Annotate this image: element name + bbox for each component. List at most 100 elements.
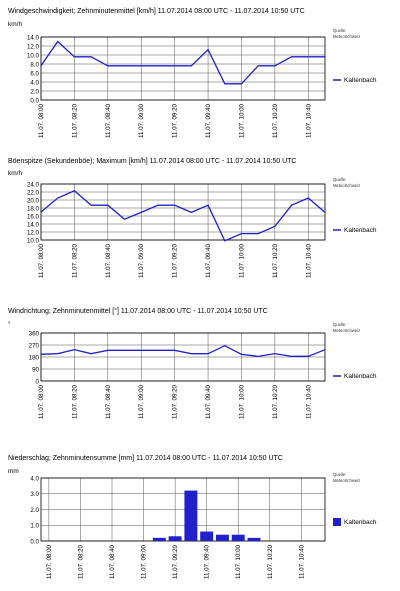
y-tick-label: 1.0: [30, 523, 39, 530]
y-tick-label: 3.0: [30, 491, 39, 498]
x-tick-label: 11.07. 08:20: [71, 384, 78, 419]
y-axis-unit: km/h: [8, 170, 22, 177]
y-tick-label: 0: [36, 378, 40, 385]
chart-title: Windgeschwindigkeit; Zehnminutenmittel […: [8, 8, 305, 15]
x-tick-label: 11.07. 10:00: [238, 384, 245, 419]
y-axis-unit: km/h: [8, 21, 22, 28]
chart-1: Windgeschwindigkeit; Zehnminutenmittel […: [8, 8, 377, 138]
x-tick-label: 11.07. 09:20: [172, 544, 179, 579]
source-label: Quelle:: [333, 472, 346, 477]
y-tick-label: 4.0: [30, 475, 39, 482]
x-tick-label: 11.07. 09:00: [138, 384, 145, 419]
chart-3: Windrichtung; Zehnminutenmittel [°] 11.0…: [8, 307, 377, 419]
chart-4: Niederschlag; Zehnminutensumme [mm] 11.0…: [8, 455, 377, 579]
y-tick-label: 360: [29, 330, 40, 337]
x-tick-label: 11.07. 09:00: [138, 103, 145, 138]
x-tick-label: 11.07. 09:00: [141, 544, 148, 579]
y-tick-label: 90: [32, 366, 39, 373]
x-tick-label: 11.07. 09:20: [172, 103, 179, 138]
x-tick-label: 11.07. 10:40: [305, 384, 312, 419]
legend-label: Kaltenbach: [344, 77, 377, 84]
x-tick-label: 11.07. 09:40: [205, 384, 212, 419]
chart-2: Böenspitze (Sekundenböe); Maximum [km/h]…: [8, 158, 377, 278]
bar: [184, 490, 198, 541]
y-tick-label: 18.0: [27, 205, 40, 212]
x-tick-label: 11.07. 08:40: [105, 384, 112, 419]
x-tick-label: 11.07. 10:00: [238, 103, 245, 138]
y-tick-label: 8.0: [30, 61, 39, 68]
y-axis-unit: mm: [8, 468, 19, 475]
x-tick-label: 11.07. 10:40: [305, 103, 312, 138]
x-tick-label: 11.07. 09:20: [172, 243, 179, 278]
x-tick-label: 11.07. 10:20: [272, 384, 279, 419]
source-label: MeteoSchweiz: [333, 478, 360, 483]
y-tick-label: 2.0: [30, 88, 39, 95]
y-tick-label: 22.0: [27, 189, 40, 196]
bar: [152, 537, 166, 541]
x-tick-label: 11.07. 10:40: [305, 243, 312, 278]
y-tick-label: 270: [29, 342, 40, 349]
x-tick-label: 11.07. 10:20: [272, 103, 279, 138]
series-line: [40, 190, 326, 242]
x-tick-label: 11.07. 08:00: [38, 103, 45, 138]
source-label: Quelle:: [333, 28, 346, 33]
x-tick-label: 11.07. 08:40: [105, 243, 112, 278]
legend-label: Kaltenbach: [344, 519, 377, 526]
y-tick-label: 12.0: [27, 43, 40, 50]
x-tick-label: 11.07. 10:40: [298, 544, 305, 579]
x-tick-label: 11.07. 08:20: [71, 103, 78, 138]
y-tick-label: 0.0: [30, 97, 39, 104]
x-tick-label: 11.07. 10:00: [238, 243, 245, 278]
y-tick-label: 10.0: [27, 52, 40, 59]
plot-frame: [40, 477, 326, 542]
x-tick-label: 11.07. 08:20: [71, 243, 78, 278]
x-tick-label: 11.07. 08:00: [38, 384, 45, 419]
legend-swatch: [333, 518, 341, 526]
x-tick-label: 11.07. 09:20: [172, 384, 179, 419]
plot-frame: [40, 36, 326, 101]
y-axis-unit: °: [8, 320, 11, 328]
y-tick-label: 2.0: [30, 507, 39, 514]
source-label: MeteoSchweiz: [333, 34, 360, 39]
x-tick-label: 11.07. 09:40: [204, 544, 211, 579]
y-tick-label: 180: [29, 354, 40, 361]
y-tick-label: 0.0: [30, 538, 39, 545]
bar: [200, 531, 214, 541]
y-tick-label: 10.0: [27, 237, 40, 244]
series-line: [40, 344, 326, 357]
x-tick-label: 11.07. 08:40: [109, 544, 116, 579]
x-tick-label: 11.07. 09:40: [205, 243, 212, 278]
y-tick-label: 14.0: [27, 34, 40, 41]
x-tick-label: 11.07. 08:40: [105, 103, 112, 138]
legend-label: Kaltenbach: [344, 227, 377, 234]
plot-frame: [40, 332, 326, 382]
plot-frame: [40, 183, 326, 241]
source-label: Quelle:: [333, 322, 346, 327]
series-line: [40, 40, 325, 85]
y-tick-label: 6.0: [30, 70, 39, 77]
x-tick-label: 11.07. 10:20: [272, 243, 279, 278]
y-tick-label: 14.0: [27, 221, 40, 228]
x-tick-label: 11.07. 09:00: [138, 243, 145, 278]
x-tick-label: 11.07. 08:00: [38, 243, 45, 278]
y-tick-label: 12.0: [27, 229, 40, 236]
chart-title: Niederschlag; Zehnminutensumme [mm] 11.0…: [8, 455, 283, 462]
y-tick-label: 20.0: [27, 197, 40, 204]
bar: [215, 534, 229, 541]
x-tick-label: 11.07. 08:00: [46, 544, 53, 579]
bar: [168, 536, 182, 541]
y-tick-label: 16.0: [27, 213, 40, 220]
x-tick-label: 11.07. 10:00: [235, 544, 242, 579]
y-tick-label: 24.0: [27, 181, 40, 188]
chart-title: Böenspitze (Sekundenböe); Maximum [km/h]…: [8, 158, 296, 165]
x-tick-label: 11.07. 09:40: [205, 103, 212, 138]
source-label: MeteoSchweiz: [333, 183, 360, 188]
source-label: MeteoSchweiz: [333, 328, 360, 333]
legend-label: Kaltenbach: [344, 373, 377, 380]
chart-title: Windrichtung; Zehnminutenmittel [°] 11.0…: [8, 307, 268, 315]
x-tick-label: 11.07. 10:20: [267, 544, 274, 579]
bar: [247, 537, 261, 541]
source-label: Quelle:: [333, 177, 346, 182]
y-tick-label: 4.0: [30, 79, 39, 86]
